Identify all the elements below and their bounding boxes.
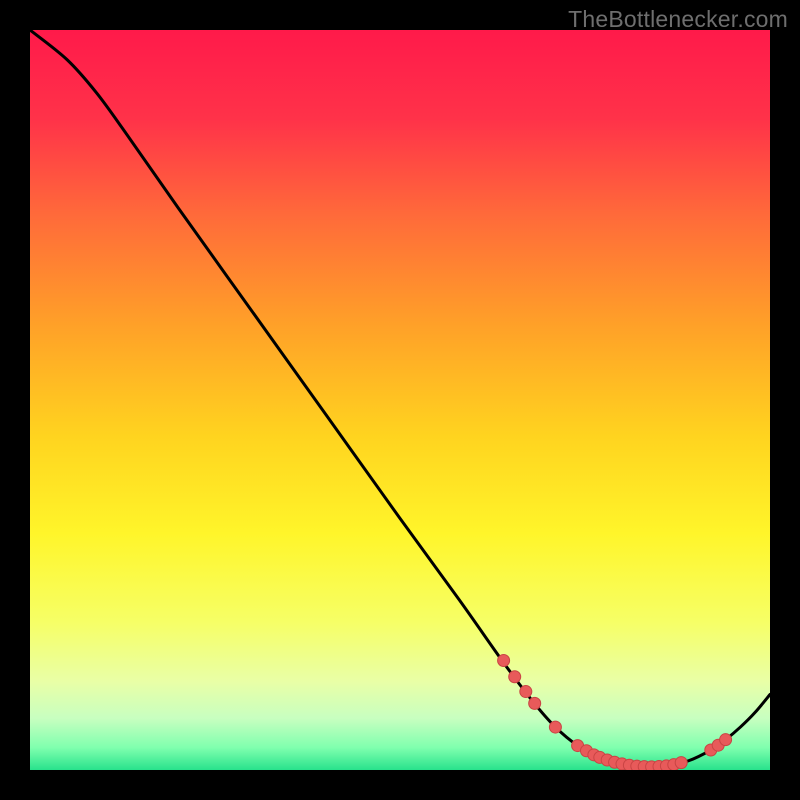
bottleneck-curve <box>30 30 770 767</box>
plot-area <box>30 30 770 770</box>
data-marker <box>520 686 532 698</box>
data-marker <box>675 757 687 769</box>
data-marker <box>720 734 732 746</box>
data-markers <box>498 654 732 770</box>
data-marker <box>549 721 561 733</box>
data-marker <box>498 654 510 666</box>
data-marker <box>529 697 541 709</box>
curve-layer <box>30 30 770 770</box>
attribution-text: TheBottlenecker.com <box>568 6 788 33</box>
data-marker <box>509 671 521 683</box>
chart-root: TheBottlenecker.com <box>0 0 800 800</box>
